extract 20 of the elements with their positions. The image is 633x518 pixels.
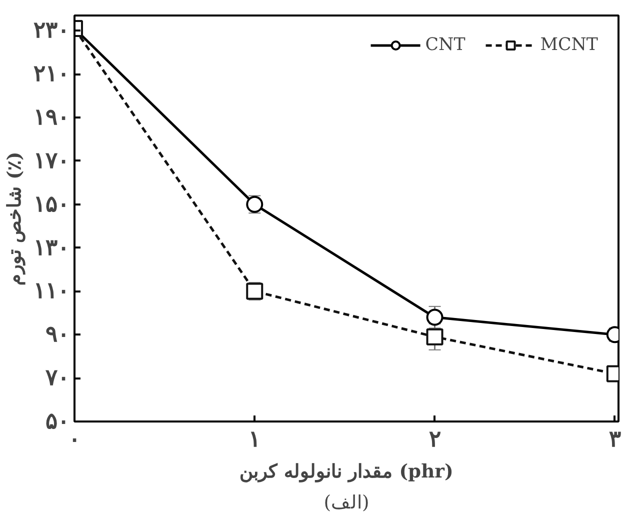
y-tick-label: ۷۰ <box>44 365 70 392</box>
y-tick-label: ۲۳۰ <box>34 18 70 44</box>
y-tick-label: ۱۷۰ <box>34 148 70 174</box>
x-tick-label: ۳ <box>608 426 622 452</box>
text: (الف) <box>324 492 370 514</box>
y-axis-title: شاخص تورم (٪) <box>4 152 26 286</box>
y-tick-label: ۱۵۰ <box>34 191 70 218</box>
legend-label: MCNT <box>540 35 598 55</box>
x-tick-label: ۰ <box>68 426 80 452</box>
y-tick-label: ۹۰ <box>46 322 70 348</box>
y-tick-label: ۵۰ <box>46 408 70 434</box>
y-tick-label: ۱۱۰ <box>34 278 70 304</box>
y-tick-label: ۱۹۰ <box>34 104 70 131</box>
y-tick-label: ۲۱۰ <box>34 61 70 88</box>
x-tick-label: ۲ <box>428 426 441 452</box>
x-axis-title: مقدار نانولوله کربن (phr) <box>240 460 454 482</box>
legend-label: CNT <box>425 35 466 55</box>
x-tick-label: ۱ <box>248 426 261 452</box>
point <box>426 308 444 326</box>
y-tick-label: ۱۳۰ <box>34 234 70 261</box>
